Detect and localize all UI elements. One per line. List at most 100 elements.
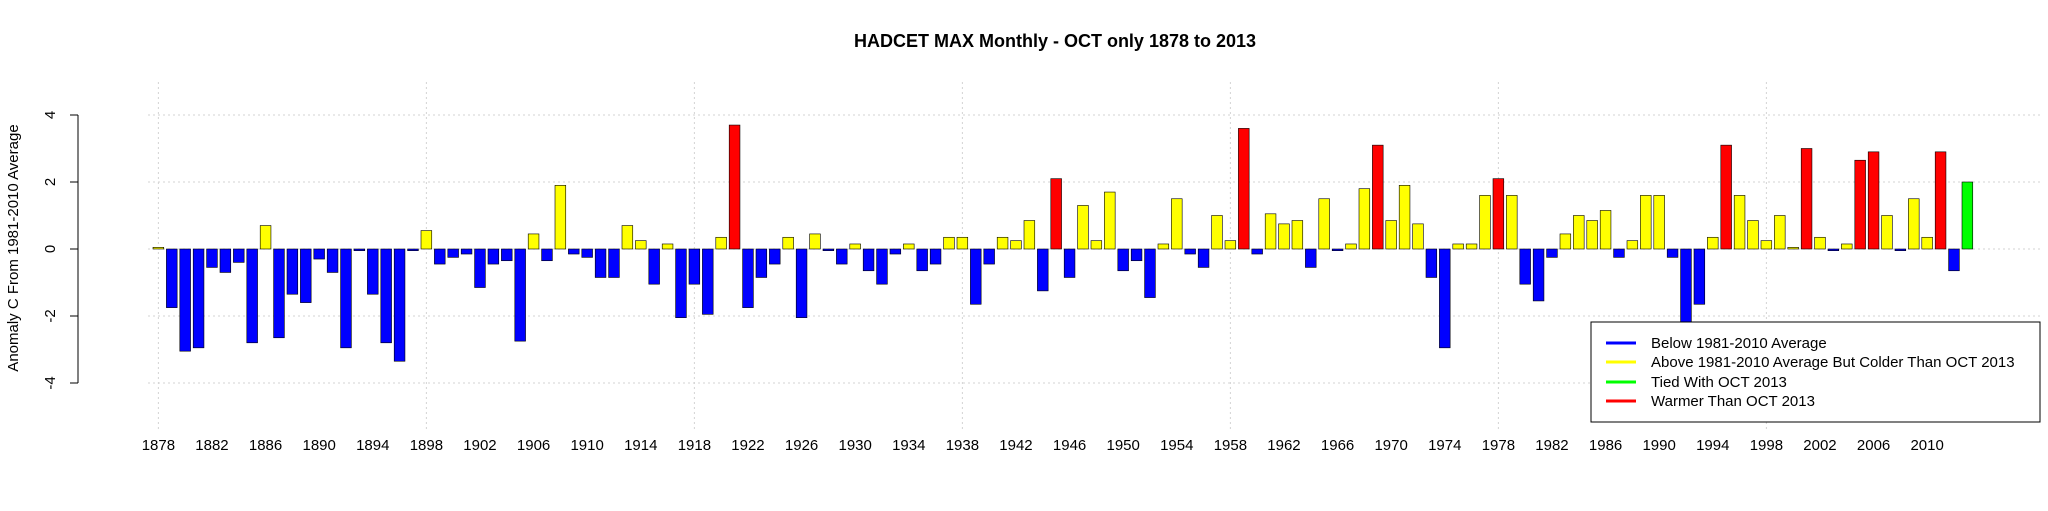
- x-tick-label: 1914: [624, 437, 657, 454]
- bar-1975: [1452, 243, 1464, 250]
- bar-1985: [1586, 220, 1598, 250]
- bar-1933: [889, 248, 902, 255]
- x-tick-label: 1898: [410, 437, 443, 454]
- bar-1953: [1157, 243, 1170, 250]
- bar-1963: [1291, 220, 1304, 250]
- x-tick-label: 1958: [1214, 437, 1247, 454]
- legend: Below 1981-2010 Average Above 1981-2010 …: [1590, 321, 2041, 423]
- y-tick-label: 2: [42, 178, 59, 186]
- bar-1960: [1251, 248, 1263, 255]
- bar-1895: [380, 248, 392, 344]
- bar-1919: [702, 248, 714, 315]
- bar-1958: [1224, 240, 1237, 250]
- bar-1991: [1666, 248, 1679, 258]
- x-axis-labels: 1878 1882 1886 1890 1894 1898 1902 1906 1910 1914…: [142, 437, 1944, 454]
- bar-1982: [1546, 248, 1558, 258]
- chart-title: HADCET MAX Monthly - OCT only 1878 to 20…: [854, 31, 1256, 51]
- bar-1927: [809, 233, 821, 250]
- bar-1921: [728, 124, 741, 250]
- bar-1901: [460, 248, 473, 255]
- legend-label-below: Below 1981-2010 Average: [1651, 335, 1827, 352]
- bar-1908: [554, 185, 567, 250]
- x-tick-label: 1878: [142, 437, 175, 454]
- legend-label-tied: Tied With OCT 2013: [1651, 374, 1787, 391]
- bar-1962: [1278, 223, 1290, 250]
- bar-2008: [1894, 248, 1907, 251]
- x-tick-label: 1982: [1535, 437, 1568, 454]
- bar-1956: [1197, 248, 1210, 268]
- bar-2004: [1841, 243, 1853, 250]
- bar-1952: [1144, 248, 1156, 298]
- x-tick-label: 2006: [1857, 437, 1890, 454]
- y-tick-label: -4: [42, 376, 59, 389]
- bar-1972: [1412, 223, 1424, 250]
- bar-2006: [1867, 151, 1880, 250]
- bar-1928: [822, 248, 835, 251]
- bar-2010: [1921, 236, 1933, 250]
- bar-1912: [608, 248, 620, 278]
- bar-1989: [1640, 195, 1652, 250]
- legend-box: [1590, 321, 2041, 423]
- bar-1978: [1492, 178, 1505, 250]
- x-tick-label: 1974: [1428, 437, 1461, 454]
- bar-1898: [420, 230, 433, 250]
- bar-1881: [192, 248, 205, 349]
- bar-1888: [286, 248, 299, 295]
- x-tick-label: 1978: [1482, 437, 1515, 454]
- bar-1980: [1519, 248, 1531, 285]
- x-tick-label: 1894: [356, 437, 389, 454]
- bar-1999: [1774, 215, 1786, 250]
- bar-1974: [1439, 248, 1451, 349]
- bar-1936: [929, 248, 942, 265]
- bar-1998: [1760, 240, 1773, 250]
- x-tick-label: 1994: [1696, 437, 1729, 454]
- legend-label-warmer: Warmer Than OCT 2013: [1651, 393, 1815, 410]
- bar-1959: [1238, 128, 1250, 250]
- bar-1913: [621, 225, 634, 250]
- x-tick-label: 1910: [570, 437, 603, 454]
- bar-1883: [219, 248, 232, 273]
- bar-series: [152, 124, 1974, 362]
- bar-2001: [1800, 148, 1813, 250]
- x-tick-label: 1922: [731, 437, 764, 454]
- bar-1935: [916, 248, 928, 272]
- x-tick-label: 1970: [1374, 437, 1407, 454]
- x-tick-label: 1926: [785, 437, 818, 454]
- y-axis-label: Anomaly C From 1981-2010 Average: [5, 124, 22, 371]
- bar-1886: [259, 225, 272, 250]
- bar-1937: [943, 236, 955, 250]
- bar-1947: [1077, 205, 1089, 250]
- bar-2007: [1881, 215, 1893, 250]
- bar-1892: [340, 248, 352, 349]
- bar-1922: [742, 248, 754, 308]
- bar-1929: [836, 248, 848, 265]
- bar-1976: [1465, 243, 1478, 250]
- bar-1997: [1747, 220, 1759, 250]
- bar-1887: [273, 248, 285, 339]
- bar-1920: [715, 236, 727, 250]
- x-tick-label: 1930: [838, 437, 871, 454]
- bar-1986: [1599, 210, 1612, 250]
- bar-1903: [487, 248, 500, 265]
- bar-1942: [1010, 240, 1022, 250]
- y-tick-label: 0: [42, 245, 59, 253]
- bar-1893: [353, 248, 366, 251]
- bar-1906: [527, 233, 540, 250]
- bar-2002: [1814, 236, 1826, 250]
- bar-1924: [769, 248, 781, 265]
- x-tick-label: 1918: [678, 437, 711, 454]
- bar-2009: [1908, 198, 1920, 250]
- bar-1993: [1693, 248, 1706, 305]
- bar-1917: [675, 248, 687, 318]
- bar-1941: [996, 236, 1009, 250]
- bar-1988: [1626, 240, 1639, 250]
- x-tick-label: 1998: [1750, 437, 1783, 454]
- bar-1884: [233, 248, 245, 263]
- bar-1880: [179, 248, 191, 352]
- x-tick-label: 1942: [999, 437, 1032, 454]
- bar-1896: [393, 248, 406, 362]
- bar-1934: [903, 243, 915, 250]
- bar-1909: [568, 248, 580, 255]
- bar-1966: [1331, 248, 1344, 251]
- y-tick-label: -2: [42, 309, 59, 322]
